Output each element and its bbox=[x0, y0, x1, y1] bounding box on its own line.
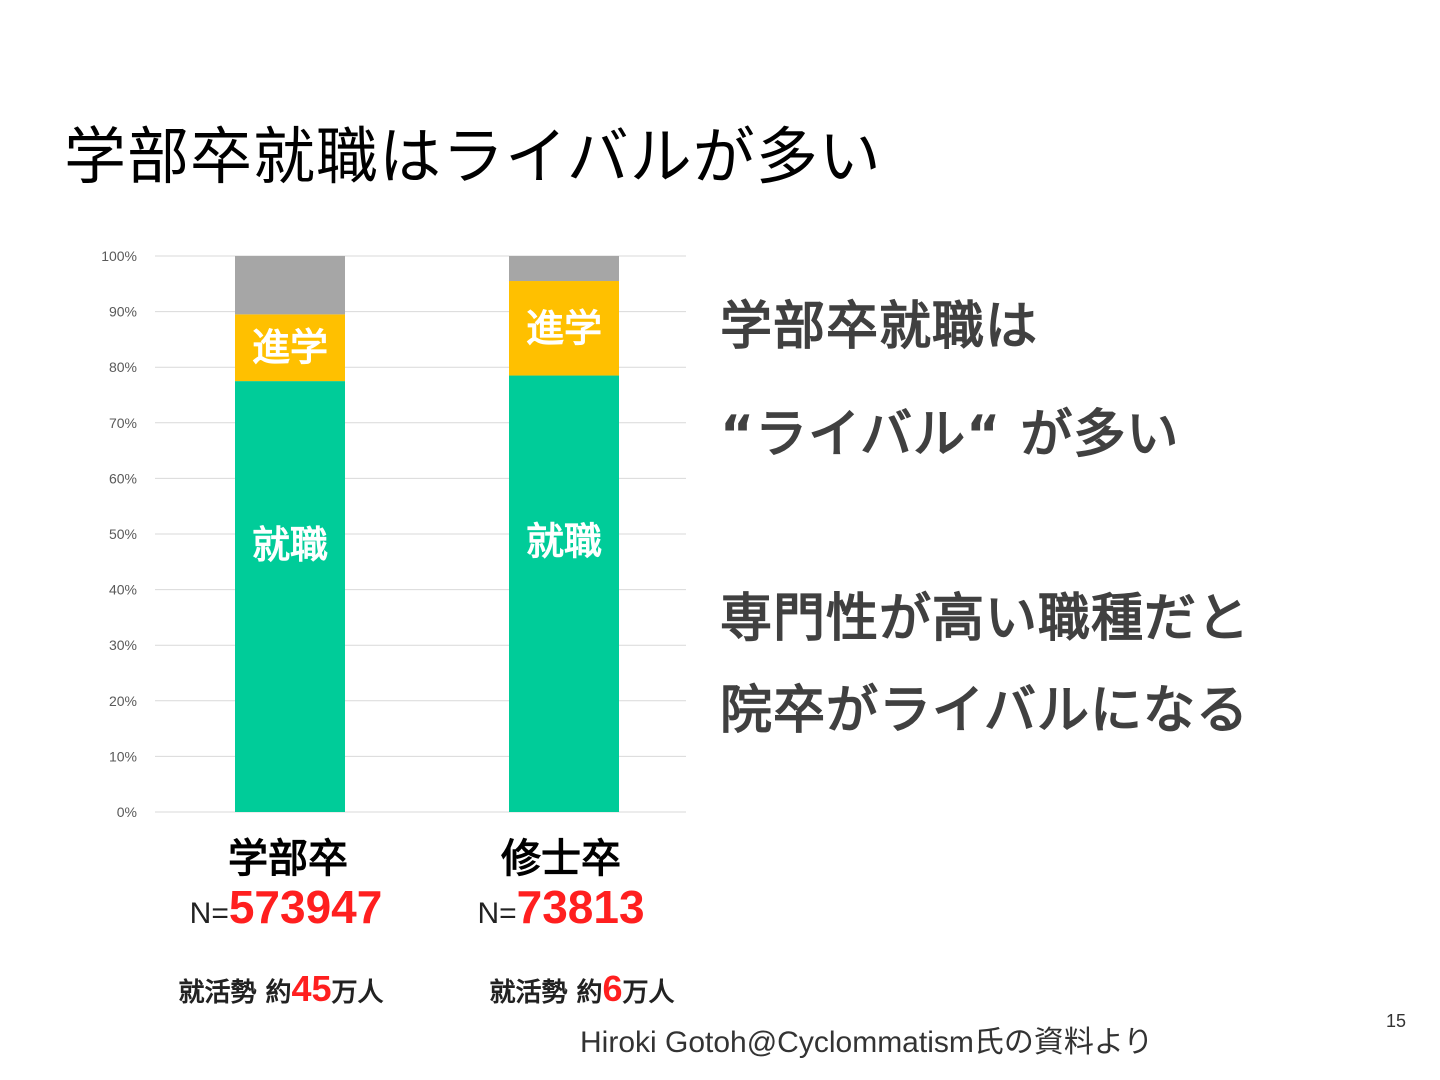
bar-segment-1-2 bbox=[509, 256, 619, 282]
sample-size-undergrad: N=573947 bbox=[190, 880, 383, 934]
callout-line-4: 院卒がライバルになる bbox=[720, 681, 1249, 741]
y-tick-label: 30% bbox=[109, 637, 137, 653]
n-value: 73813 bbox=[516, 881, 645, 933]
y-tick-label: 0% bbox=[117, 804, 137, 820]
sample-size-master: N=73813 bbox=[477, 880, 644, 934]
bar-segment-0-1 bbox=[235, 314, 345, 382]
y-tick-label: 80% bbox=[109, 359, 137, 375]
bar-segment-1-1 bbox=[509, 281, 619, 376]
segment-label: 就職 bbox=[526, 519, 602, 563]
callout-line-3: 専門性が高い職種だと bbox=[720, 589, 1251, 649]
category-label-master: 修士卒 bbox=[501, 836, 621, 882]
bar-segment-0-0 bbox=[235, 381, 345, 812]
segment-label: 進学 bbox=[252, 326, 328, 370]
job-seekers-undergrad: 就活勢 約45万人 bbox=[178, 968, 383, 1010]
source-credit: Hiroki Gotoh@Cyclommatism氏の資料より bbox=[580, 1026, 1154, 1059]
n-prefix: N= bbox=[477, 897, 517, 930]
category-label-undergrad: 学部卒 bbox=[228, 836, 348, 882]
job-number: 6 bbox=[602, 968, 623, 1009]
callout-line-1: 学部卒就職は bbox=[720, 297, 1039, 357]
job-suffix: 万人 bbox=[622, 978, 675, 1008]
job-seekers-master: 就活勢 約6万人 bbox=[489, 968, 674, 1010]
y-tick-label: 70% bbox=[109, 415, 137, 431]
job-suffix: 万人 bbox=[331, 978, 384, 1008]
page-number: 15 bbox=[1386, 1011, 1407, 1031]
y-tick-label: 10% bbox=[109, 748, 137, 764]
callout-line-2: “ライバル“ が多い bbox=[720, 405, 1180, 465]
bar-segment-0-2 bbox=[235, 256, 345, 315]
job-number: 45 bbox=[291, 968, 332, 1009]
slide-title: 学部卒就職はライバルが多い bbox=[64, 120, 882, 193]
n-prefix: N= bbox=[189, 897, 229, 930]
n-value: 573947 bbox=[228, 881, 383, 933]
y-tick-label: 60% bbox=[109, 470, 137, 486]
y-tick-label: 20% bbox=[109, 693, 137, 709]
segment-label: 進学 bbox=[526, 306, 602, 350]
segment-label: 就職 bbox=[252, 523, 328, 567]
y-tick-label: 40% bbox=[109, 582, 137, 598]
y-tick-label: 50% bbox=[109, 526, 137, 542]
bar-segment-1-0 bbox=[509, 375, 619, 812]
job-prefix: 就活勢 約 bbox=[178, 978, 292, 1008]
y-tick-label: 100% bbox=[101, 248, 137, 264]
job-prefix: 就活勢 約 bbox=[489, 978, 603, 1008]
y-tick-label: 90% bbox=[109, 304, 137, 320]
